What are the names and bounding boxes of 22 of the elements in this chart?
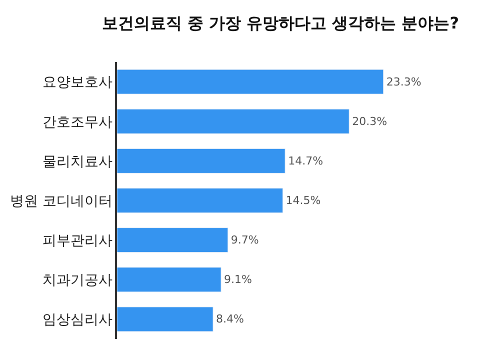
data-label: 23.3% (386, 75, 422, 88)
data-label: 14.7% (288, 154, 324, 168)
data-label: 14.5% (286, 194, 321, 207)
chart-title: 보건의료직 중 가장 유망하다고 생각하는 분야는? (102, 14, 460, 33)
bar (117, 69, 384, 94)
bar (117, 188, 284, 214)
data-label: 8.4% (216, 312, 244, 326)
bar (117, 108, 350, 134)
y-tick-label: 물리치료사 (42, 154, 112, 170)
bar (117, 228, 228, 253)
data-label: 9.7% (230, 234, 259, 247)
y-tick-label: 간호조무사 (42, 114, 112, 130)
y-tick-label: 치과기공사 (42, 272, 112, 289)
bar (117, 306, 214, 332)
bar (117, 267, 222, 292)
data-label: 20.3% (352, 114, 388, 128)
y-tick-label: 피부관리사 (42, 232, 112, 249)
y-tick-label: 요양보호사 (42, 74, 112, 91)
y-tick-label: 병원 코디네이터 (10, 193, 112, 210)
bar (117, 148, 286, 174)
y-tick-label: 임상심리사 (42, 312, 112, 328)
data-label: 9.1% (224, 273, 252, 286)
